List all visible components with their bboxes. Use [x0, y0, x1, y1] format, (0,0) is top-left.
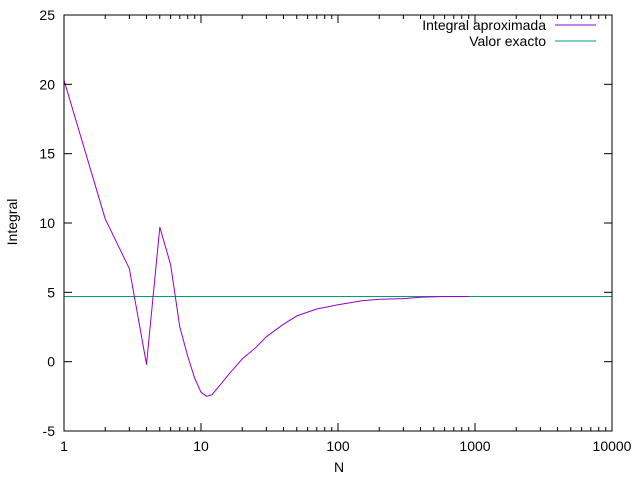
- y-tick-label: 5: [47, 284, 55, 300]
- x-tick-label: 10: [193, 438, 209, 454]
- legend-label-approx: Integral aproximada: [422, 17, 546, 33]
- y-axis-label: Integral: [4, 199, 20, 246]
- y-tick-label: 15: [39, 146, 55, 162]
- y-tick-label: 0: [47, 354, 55, 370]
- y-tick-label: 10: [39, 215, 55, 231]
- x-tick-label: 1: [60, 438, 68, 454]
- tick-labels: -5 0 5 10 15 20 25 1 10 100 1000 10000: [39, 7, 631, 454]
- series-line-approx: [63, 80, 469, 397]
- y-tick-label: -5: [43, 423, 56, 439]
- x-axis-label: N: [334, 459, 344, 475]
- axis-ticks: [63, 14, 613, 432]
- x-tick-label: 1000: [459, 438, 490, 454]
- legend: Integral aproximada Valor exacto: [422, 17, 596, 49]
- x-tick-label: 100: [326, 438, 350, 454]
- x-tick-label: 10000: [593, 438, 632, 454]
- plot-frame: [63, 14, 613, 432]
- y-tick-label: 25: [39, 7, 55, 23]
- series-lines: [63, 80, 612, 397]
- plot-border: [63, 14, 613, 432]
- legend-label-exact: Valor exacto: [469, 33, 546, 49]
- y-tick-label: 20: [39, 76, 55, 92]
